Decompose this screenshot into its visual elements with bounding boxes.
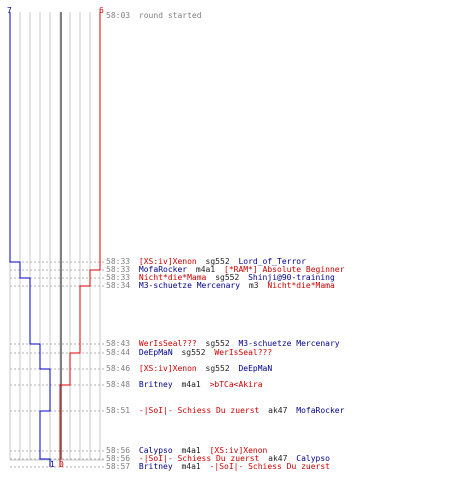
event-time: 58:56 [106, 446, 130, 455]
log-row: 58:56 Calypso m4a1 [XS:iv]Xenon [106, 446, 268, 455]
event-time: 58:34 [106, 281, 130, 290]
victim-name: M3-schuetze Mercenary [238, 339, 339, 348]
weapon-name: m4a1 [181, 380, 200, 389]
killer-name: -|SoI|- Schiess Du zuerst [139, 406, 260, 415]
killer-name: WerIsSeal??? [139, 339, 197, 348]
log-row: 58:46 [XS:iv]Xenon sg552 DeEpMaN [106, 364, 272, 373]
victim-name: DeEpMaN [238, 364, 272, 373]
weapon-name: m4a1 [181, 446, 200, 455]
log-row: 58:34 M3-schuetze Mercenary m3 Nicht*die… [106, 281, 335, 290]
weapon-name: sg552 [215, 273, 239, 282]
log-row: 58:43 WerIsSeal??? sg552 M3-schuetze Mer… [106, 339, 340, 348]
log-row: 58:33 MofaRocker m4a1 [*RAM*] Absolute B… [106, 265, 345, 274]
victim-name: [*RAM*] Absolute Beginner [224, 265, 345, 274]
event-time: 58:56 [106, 454, 130, 463]
killer-name: -|SoI|- Schiess Du zuerst [139, 454, 260, 463]
log-row: 58:33 Nicht*die*Mama sg552 Shinji@90-tra… [106, 273, 335, 282]
victim-name: [XS:iv]Xenon [210, 446, 268, 455]
weapon-name: m4a1 [196, 265, 215, 274]
kill-log: 58:03 round started 58:33 [XS:iv]Xenon s… [106, 11, 345, 471]
victim-name: WerIsSeal??? [214, 348, 272, 357]
killer-name: Britney [139, 462, 173, 471]
killer-name: MofaRocker [139, 265, 187, 274]
weapon-name: ak47 [268, 454, 287, 463]
event-time: 58:33 [106, 273, 130, 282]
event-time: 58:44 [106, 348, 130, 357]
t-alive-line [59, 12, 101, 467]
killer-name: Nicht*die*Mama [139, 273, 207, 282]
log-row: 58:56 -|SoI|- Schiess Du zuerst ak47 Cal… [106, 454, 330, 463]
victim-name: Calypso [296, 454, 330, 463]
log-row: 58:51 -|SoI|- Schiess Du zuerst ak47 Mof… [106, 406, 345, 415]
victim-name: >bTCa<Akira [210, 380, 263, 389]
weapon-name: sg552 [181, 348, 205, 357]
ct-alive-line [9, 12, 51, 467]
ct-top-count: 7 [7, 6, 12, 15]
timeline-grid [9, 12, 104, 461]
weapon-name: sg552 [206, 364, 230, 373]
event-time: 58:03 [106, 11, 130, 20]
t-top-count: 6 [99, 6, 104, 15]
victim-name: MofaRocker [296, 406, 344, 415]
event-time: 58:43 [106, 339, 130, 348]
log-row: 58:48 Britney m4a1 >bTCa<Akira [106, 380, 263, 389]
event-time: 58:51 [106, 406, 130, 415]
log-row: 58:33 [XS:iv]Xenon sg552 Lord_of_Terror [106, 257, 306, 266]
killer-name: Britney [139, 380, 173, 389]
killer-name: M3-schuetze Mercenary [139, 281, 240, 290]
weapon-name: ak47 [268, 406, 287, 415]
log-row: 58:44 DeEpMaN sg552 WerIsSeal??? [106, 348, 272, 357]
t-bottom-count: 0 [59, 460, 64, 469]
event-time: 58:46 [106, 364, 130, 373]
killer-name: [XS:iv]Xenon [139, 257, 197, 266]
killer-name: [XS:iv]Xenon [139, 364, 197, 373]
weapon-name: m4a1 [181, 462, 200, 471]
killer-name: DeEpMaN [139, 348, 173, 357]
log-row: 58:57 Britney m4a1 -|SoI|- Schiess Du zu… [106, 462, 330, 471]
victim-name: -|SoI|- Schiess Du zuerst [210, 462, 331, 471]
victim-name: Nicht*die*Mama [267, 281, 335, 290]
weapon-name: m3 [249, 281, 259, 290]
event-time: 58:57 [106, 462, 130, 471]
event-message: round started [139, 11, 202, 20]
event-time: 58:48 [106, 380, 130, 389]
log-row: 58:03 round started [106, 11, 202, 20]
victim-name: Shinji@90-training [248, 273, 335, 282]
weapon-name: sg552 [206, 339, 230, 348]
event-time: 58:33 [106, 257, 130, 266]
event-time: 58:33 [106, 265, 130, 274]
ct-bottom-count: 1 [50, 460, 55, 469]
victim-name: Lord_of_Terror [238, 257, 306, 266]
killer-name: Calypso [139, 446, 173, 455]
weapon-name: sg552 [206, 257, 230, 266]
